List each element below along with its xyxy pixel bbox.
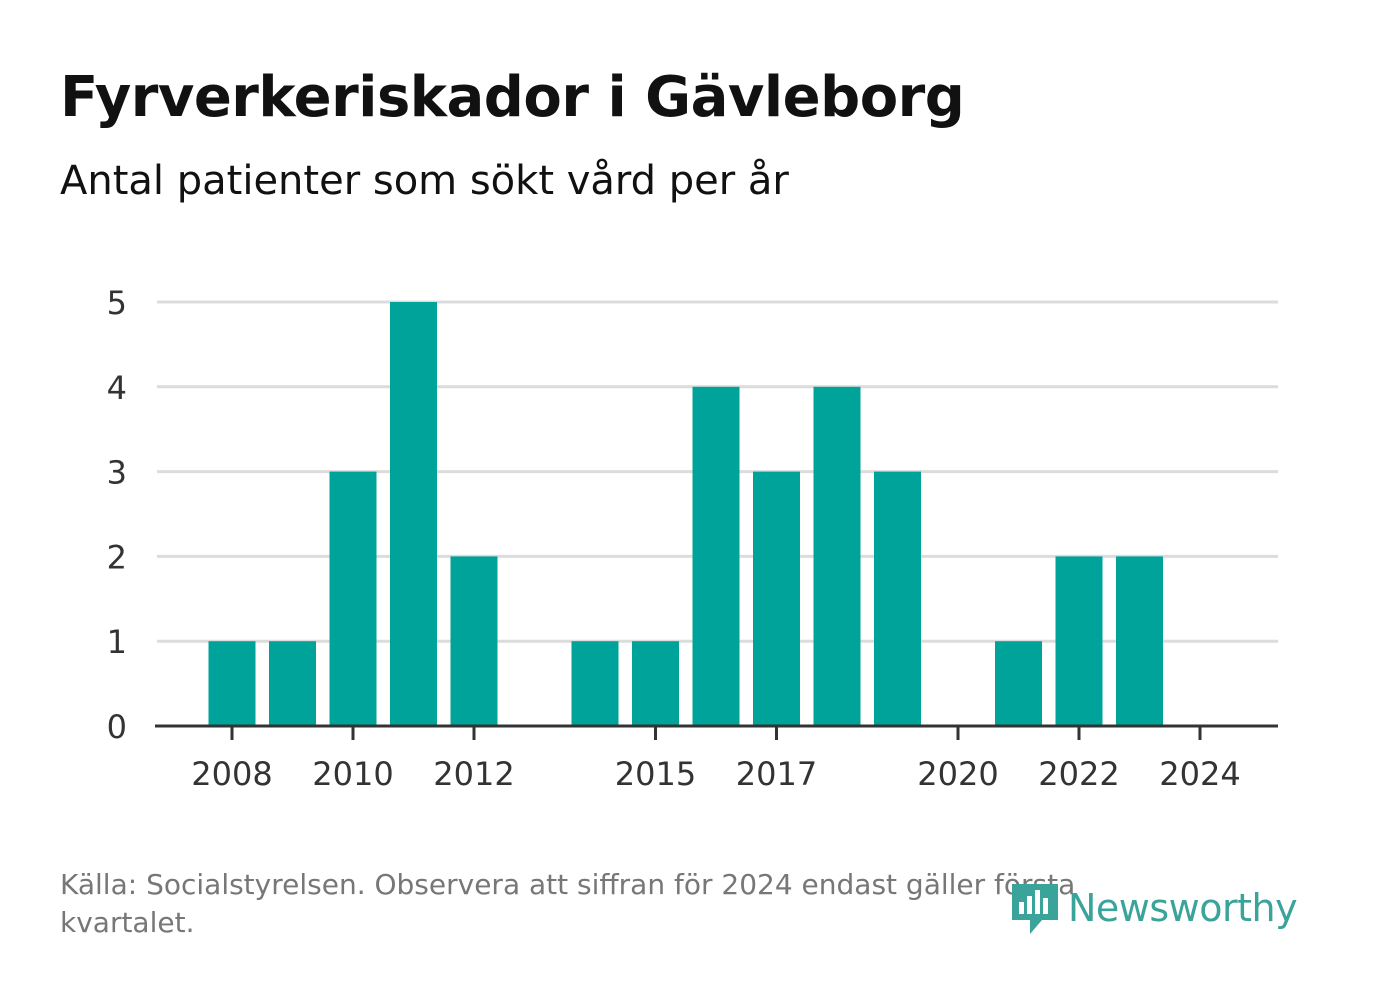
- bar-2008: [208, 641, 256, 726]
- bar-2010: [329, 471, 377, 726]
- brand-name: Newsworthy: [1068, 886, 1298, 930]
- y-tick-label: 5: [107, 284, 127, 322]
- x-tick-label: 2015: [615, 755, 696, 793]
- y-tick-label: 2: [107, 538, 127, 576]
- x-tick-label: 2022: [1038, 755, 1119, 793]
- y-tick-label: 1: [107, 623, 127, 661]
- y-tick-labels: 0 1 2 3 4 5: [107, 284, 127, 746]
- x-tick-label: 2008: [191, 755, 272, 793]
- bar-2019: [874, 471, 921, 726]
- bar-2009: [269, 641, 316, 726]
- bar-2015: [632, 641, 679, 726]
- bar-2017: [753, 471, 800, 726]
- x-ticks: [230, 726, 1202, 740]
- chart-title: Fyrverkeriskador i Gävleborg: [60, 65, 965, 130]
- x-tick-label: 2010: [312, 755, 393, 793]
- chart-subtitle: Antal patienter som sökt vård per år: [60, 158, 789, 204]
- bar-2016: [692, 386, 740, 726]
- bars: [208, 302, 1163, 726]
- bar-2012: [450, 556, 498, 726]
- x-tick-label: 2024: [1159, 755, 1240, 793]
- newsworthy-logo-icon: [1012, 884, 1058, 934]
- bar-2018: [813, 386, 861, 726]
- newsworthy-logo: Newsworthy: [1010, 876, 1298, 940]
- bar-2023: [1116, 556, 1163, 726]
- x-tick-labels: 2008 2010 2012 2015 2017 2020 2022 2024: [191, 755, 1240, 793]
- bar-2022: [1055, 556, 1103, 726]
- bar-2011: [390, 302, 437, 726]
- x-tick-label: 2020: [917, 755, 998, 793]
- x-tick-label: 2012: [433, 755, 514, 793]
- x-tick-label: 2017: [736, 755, 817, 793]
- bar-2014: [571, 641, 619, 726]
- y-tick-label: 4: [107, 369, 127, 407]
- y-tick-label: 0: [107, 708, 127, 746]
- bar-2021: [995, 641, 1042, 726]
- source-note: Källa: Socialstyrelsen. Observera att si…: [60, 868, 1076, 939]
- y-tick-label: 3: [107, 454, 127, 492]
